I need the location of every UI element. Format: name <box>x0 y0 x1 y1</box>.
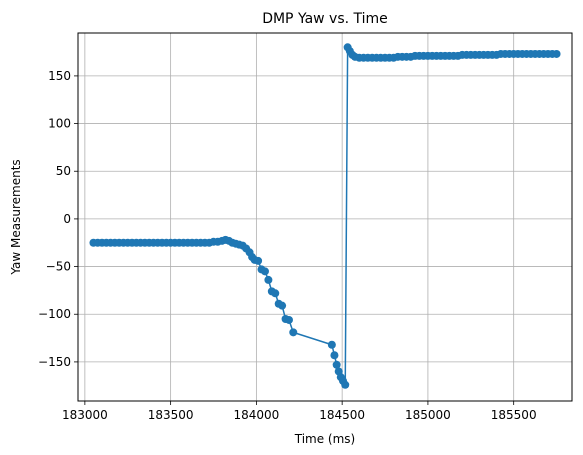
y-tick-label: 100 <box>48 117 71 131</box>
x-tick-label: 184000 <box>233 408 279 422</box>
data-point <box>327 340 336 349</box>
x-tick-label: 183500 <box>148 408 194 422</box>
data-point <box>552 49 561 58</box>
grid <box>78 33 572 401</box>
data-point <box>278 301 287 310</box>
x-tick-label: 183000 <box>62 408 108 422</box>
x-tick-label: 185500 <box>491 408 537 422</box>
data-point <box>341 380 350 389</box>
plot-frame <box>77 32 573 402</box>
x-tick-label: 184500 <box>319 408 365 422</box>
y-tick-label: −50 <box>46 260 71 274</box>
y-tick-label: 50 <box>56 164 71 178</box>
chart-title: DMP Yaw vs. Time <box>262 11 388 27</box>
y-tick-label: −100 <box>38 307 71 321</box>
data-point <box>271 289 280 298</box>
y-tick-label: 0 <box>63 212 71 226</box>
series-layer <box>89 43 561 389</box>
data-point <box>330 351 339 360</box>
data-point <box>254 256 263 265</box>
x-tick-label: 185000 <box>405 408 451 422</box>
data-point <box>289 328 298 337</box>
data-point <box>264 275 273 284</box>
data-point <box>260 267 269 276</box>
ticks: 183000 183500 184000 184500 185000 185500 −150… <box>38 69 537 422</box>
data-point <box>332 360 341 369</box>
y-tick-label: −150 <box>38 355 71 369</box>
x-axis-label: Time (ms) <box>294 432 356 446</box>
y-axis-label: Yaw Measurements <box>9 159 23 275</box>
y-tick-label: 150 <box>48 69 71 83</box>
data-point <box>284 315 293 324</box>
